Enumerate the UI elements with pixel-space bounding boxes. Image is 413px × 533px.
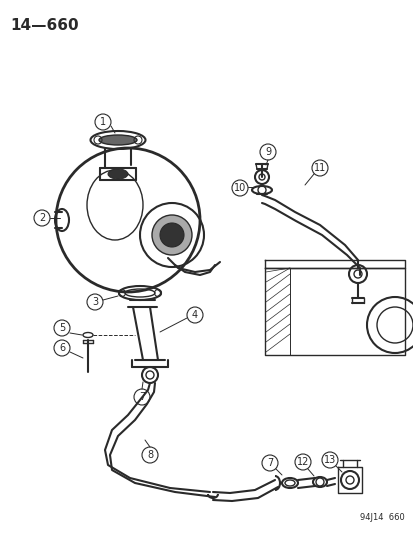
- Text: 1: 1: [100, 117, 106, 127]
- Circle shape: [152, 215, 192, 255]
- Text: 12: 12: [296, 457, 309, 467]
- Text: 14—660: 14—660: [10, 18, 78, 33]
- Text: 4: 4: [192, 310, 197, 320]
- Text: 9: 9: [264, 147, 271, 157]
- Text: 10: 10: [233, 183, 246, 193]
- Text: 3: 3: [92, 297, 98, 307]
- Text: 2: 2: [39, 213, 45, 223]
- Text: 11: 11: [313, 163, 325, 173]
- Ellipse shape: [108, 169, 128, 179]
- Text: 5: 5: [59, 323, 65, 333]
- Text: 7: 7: [138, 392, 145, 402]
- Text: 94J14  660: 94J14 660: [359, 513, 404, 522]
- Text: 6: 6: [59, 343, 65, 353]
- Text: 7: 7: [266, 458, 273, 468]
- Text: 13: 13: [323, 455, 335, 465]
- Ellipse shape: [99, 135, 137, 145]
- Circle shape: [159, 223, 183, 247]
- Text: 8: 8: [147, 450, 153, 460]
